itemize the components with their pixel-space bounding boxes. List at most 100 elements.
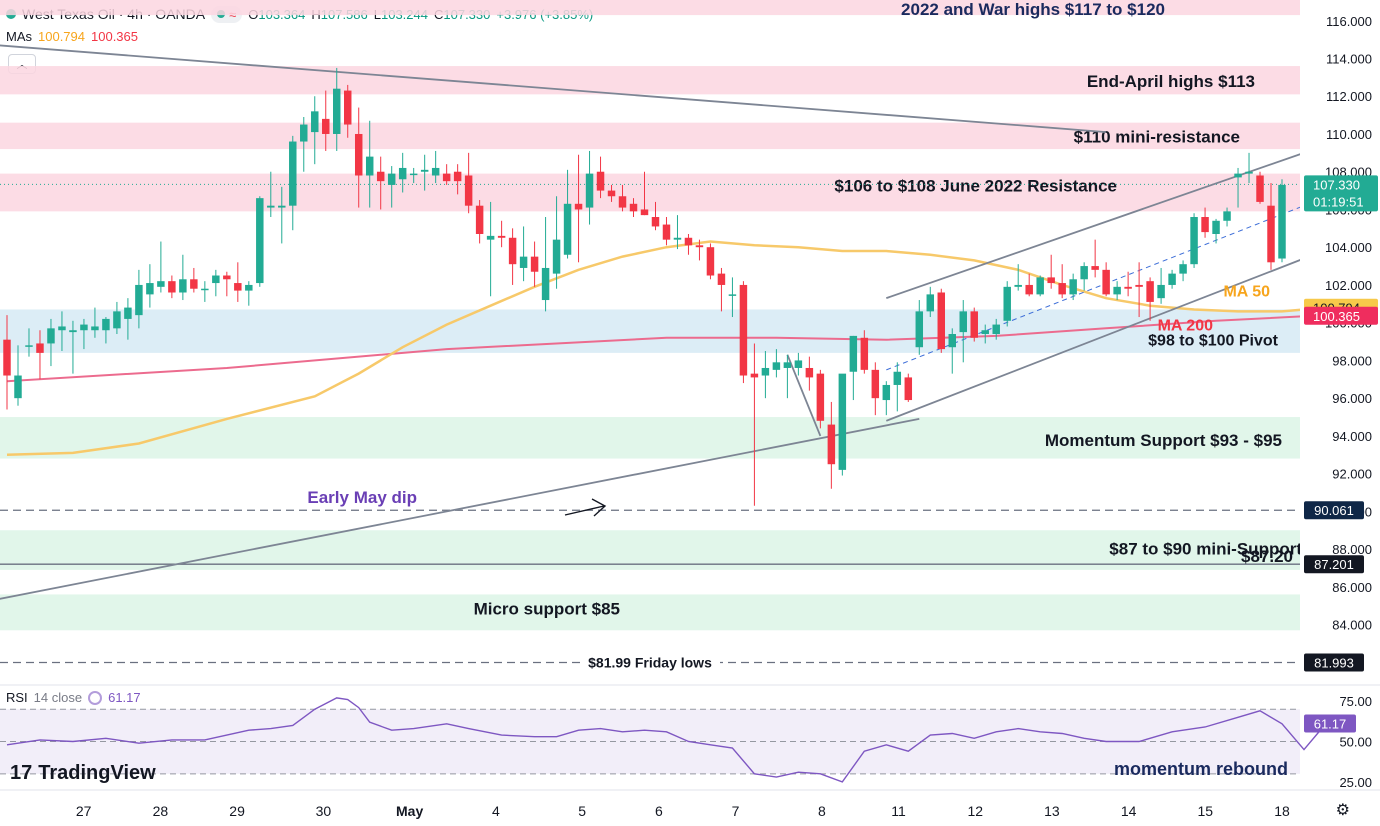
rsi-legend[interactable]: RSI 14 close 61.17 — [6, 690, 141, 705]
price-axis-tick: 112.000 — [1326, 89, 1372, 104]
time-axis-tick: 7 — [732, 803, 740, 819]
candle-up — [47, 328, 55, 344]
time-axis-tick: 11 — [891, 803, 906, 819]
price-axis-tick: 110.000 — [1326, 127, 1372, 142]
trendline — [786, 354, 822, 437]
candle-down — [860, 337, 869, 370]
candle-up — [69, 330, 77, 333]
ma200-value: 100.365 — [91, 29, 138, 44]
ma-legend[interactable]: MAs 100.794 100.365 — [6, 29, 138, 44]
ma200-line — [6, 314, 1327, 383]
rsi-label: RSI — [6, 690, 28, 705]
candle-up — [146, 283, 154, 295]
candle-down — [168, 281, 176, 293]
time-axis-tick: 27 — [76, 803, 92, 819]
candle-up — [1069, 279, 1077, 295]
candle-up — [80, 324, 88, 331]
price-tag — [1304, 306, 1378, 325]
zone-resistance — [0, 122, 1300, 150]
candle-up — [289, 141, 297, 206]
candle-up — [728, 294, 737, 296]
candle-up — [541, 267, 550, 301]
candle-up — [1080, 266, 1088, 280]
rsi-settings-icon[interactable] — [88, 690, 103, 705]
candle-up — [91, 326, 99, 331]
rsi-value-tag-text: 61.17 — [1314, 716, 1347, 731]
rsi-params: 14 close — [33, 690, 83, 705]
candle-down — [596, 171, 605, 191]
price-axis-tick: 116.000 — [1326, 14, 1372, 29]
candle-up — [25, 345, 33, 347]
zone-support — [0, 530, 1300, 570]
candle-up — [1245, 171, 1253, 174]
ma50-value: 100.794 — [38, 29, 85, 44]
candle-down — [871, 369, 880, 399]
candle-down — [1025, 284, 1033, 295]
rsi-annotation: momentum rebound — [1114, 759, 1288, 779]
candle-up — [1278, 184, 1286, 259]
level-price-tag — [1304, 555, 1364, 574]
candle-down — [1091, 266, 1099, 270]
tradingview-logo[interactable]: 17 TradingView — [10, 762, 156, 785]
candle-up — [333, 88, 341, 134]
gear-icon[interactable]: ⚙ — [1335, 802, 1350, 819]
candle-down — [1102, 269, 1110, 295]
time-axis-tick: 4 — [492, 803, 500, 819]
candle-down — [234, 283, 242, 291]
chart-annotation: $98 to $100 Pivot — [1148, 333, 1279, 350]
candle-up — [486, 235, 495, 240]
candle-down — [497, 235, 506, 238]
rsi-axis-tick: 75.00 — [1339, 694, 1372, 709]
rsi-value-tag — [1304, 714, 1356, 733]
candle-up — [1190, 217, 1198, 265]
candle-down — [629, 203, 638, 212]
candle-up — [519, 256, 528, 268]
ma50-line — [6, 240, 1327, 457]
candle-down — [36, 343, 44, 353]
zone-support — [0, 417, 1300, 459]
candle-up — [256, 198, 264, 284]
candle-down — [464, 175, 473, 206]
candle-up — [278, 205, 286, 208]
price-axis-tick: 94.000 — [1332, 429, 1372, 444]
candle-down — [706, 247, 715, 276]
candle-up — [992, 324, 1000, 335]
level-price-tag — [1304, 653, 1364, 672]
candle-down — [574, 203, 583, 210]
candle-up — [1212, 220, 1220, 234]
price-axis-tick: 88.000 — [1332, 542, 1372, 557]
price-axis-tick: 104.000 — [1325, 240, 1372, 255]
candle-down — [695, 245, 704, 248]
candle-up — [1157, 284, 1165, 299]
candle-down — [651, 217, 660, 227]
candle-down — [970, 311, 978, 338]
candle-down — [937, 292, 946, 350]
zone-pivot — [0, 309, 1300, 353]
candle-down — [475, 205, 484, 234]
label-background — [580, 654, 720, 671]
candle-up — [1168, 273, 1176, 285]
candle-down — [618, 196, 627, 208]
candle-down — [640, 209, 649, 216]
time-axis-tick: 30 — [316, 803, 332, 819]
candle-down — [190, 279, 198, 289]
candle-up — [585, 173, 594, 208]
candle-up — [398, 167, 407, 180]
candle-down — [739, 284, 748, 376]
candle-down — [322, 118, 330, 134]
candle-down — [827, 424, 836, 465]
time-axis-tick: 14 — [1121, 803, 1137, 819]
candle-down — [805, 367, 814, 378]
zone-support — [0, 594, 1300, 631]
zone-label: Momentum Support $93 - $95 — [1045, 431, 1282, 450]
candle-down — [1047, 277, 1055, 284]
candle-up — [849, 335, 858, 372]
candle-down — [1124, 286, 1132, 289]
price-tag-text: 100.365 — [1313, 309, 1360, 324]
early-may-dip-label: Early May dip — [307, 488, 417, 507]
price-tag-countdown: 01:19:51 — [1313, 194, 1364, 209]
zone-label: 2022 and War highs $117 to $120 — [901, 0, 1165, 19]
candle-up — [761, 367, 770, 376]
candle-up — [926, 294, 935, 312]
